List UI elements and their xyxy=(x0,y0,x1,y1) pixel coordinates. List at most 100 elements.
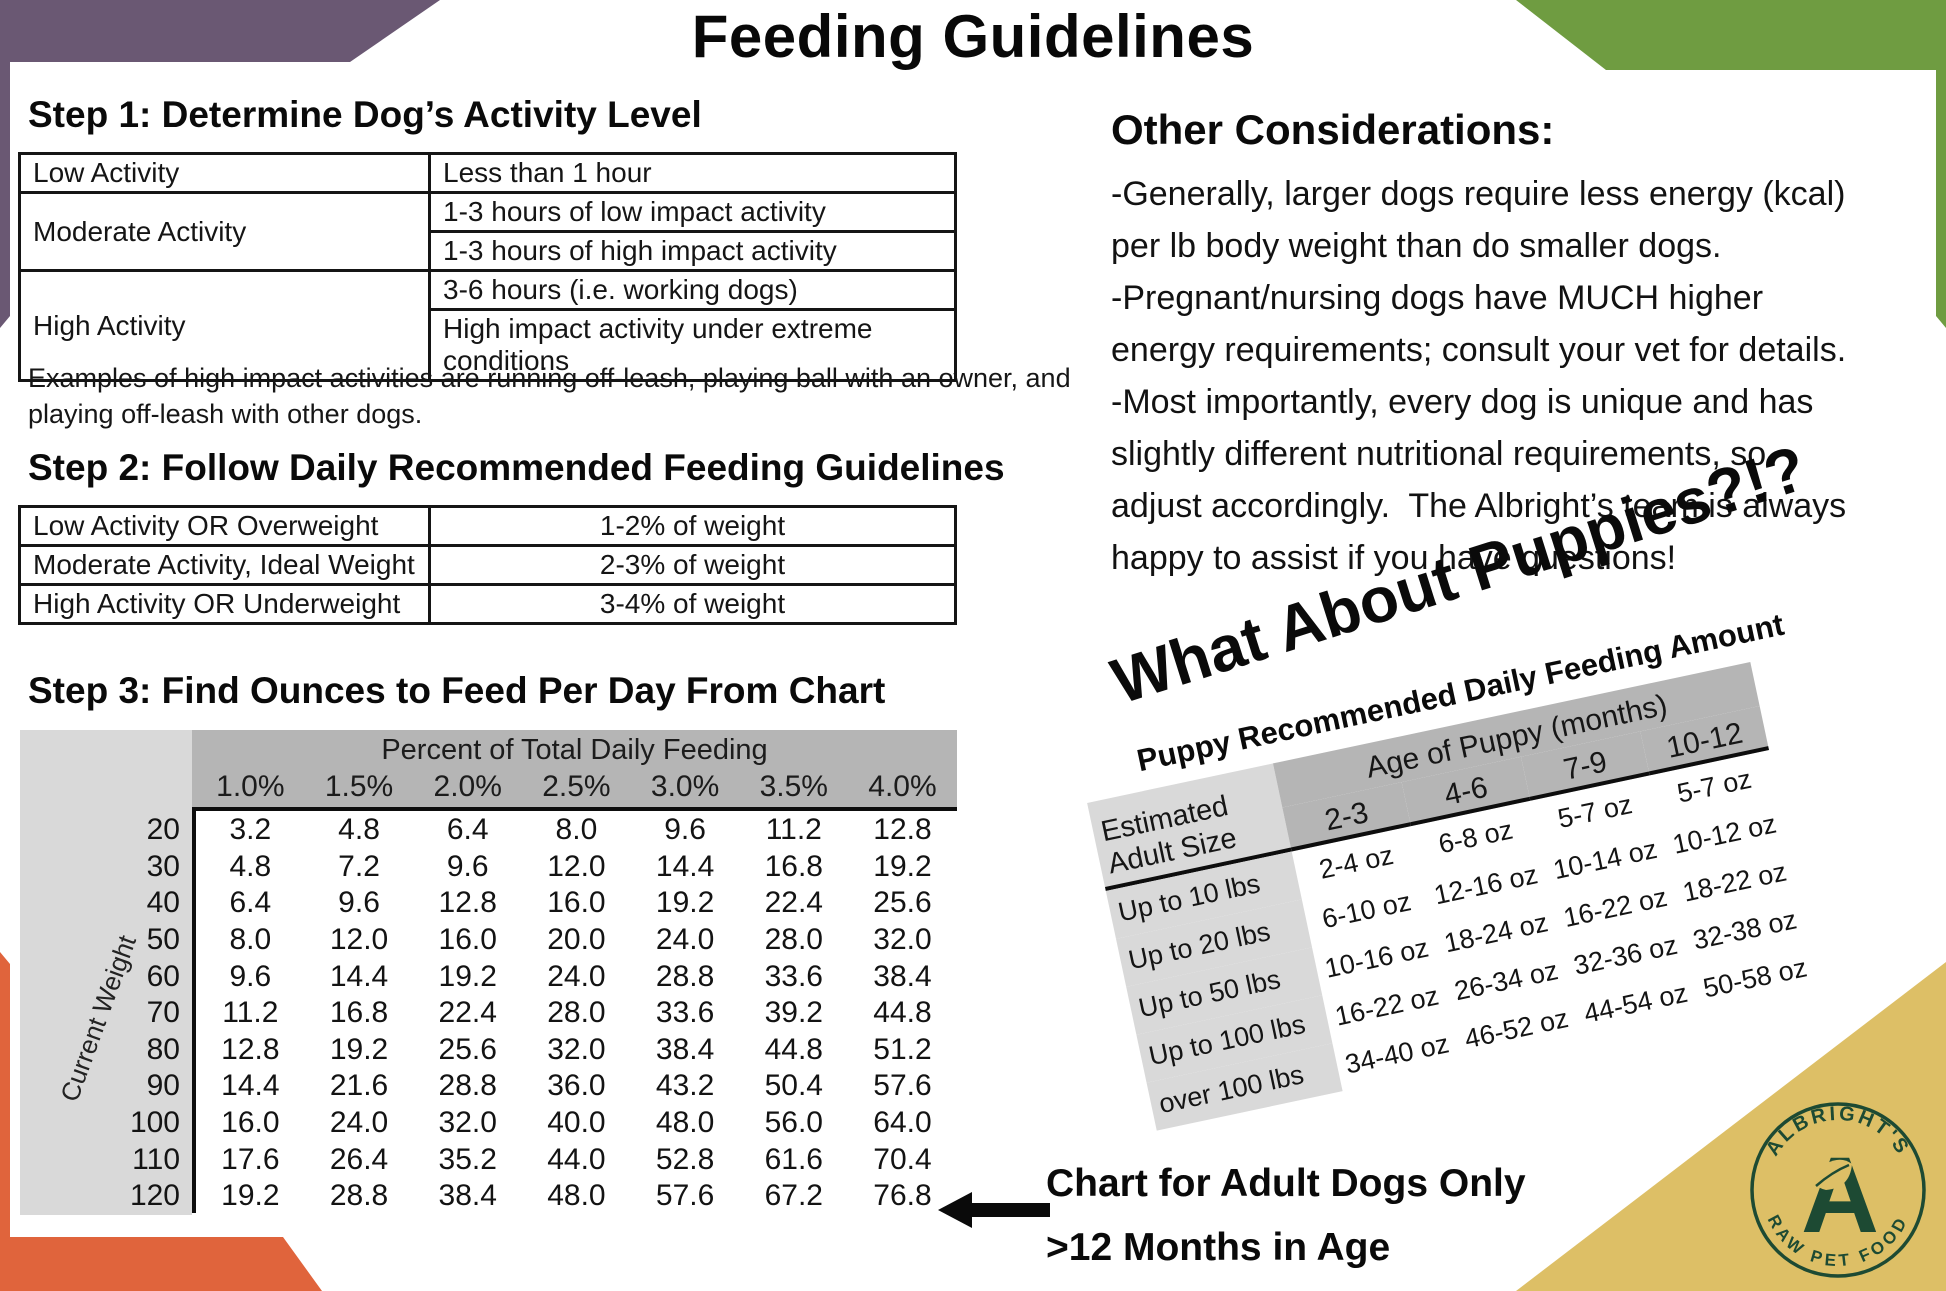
step1-activity-detail: 1-3 hours of low impact activity xyxy=(428,191,957,233)
other-considerations-line: per lb body weight than do smaller dogs. xyxy=(1111,227,1722,265)
step3-weight-value: 120 xyxy=(129,1179,180,1213)
step3-ounces-value: 56.0 xyxy=(764,1106,823,1140)
step1-activity-level: Low Activity xyxy=(18,152,431,194)
step3-ounces-value: 19.2 xyxy=(655,886,715,920)
step3-weight-value: 70 xyxy=(146,996,180,1030)
step2-condition: Moderate Activity, Ideal Weight xyxy=(18,544,431,586)
step3-ounces-value: 44.8 xyxy=(873,996,932,1030)
other-considerations-line: adjust accordingly. The Albright’s team … xyxy=(1111,487,1847,525)
step3-ounces-value: 4.8 xyxy=(338,813,380,847)
step3-weight-row: 70 11.2 16.8 22.4 28.0 33.6 39.2 44.8 xyxy=(20,995,957,1032)
step1-heading: Step 1: Determine Dog’s Activity Level xyxy=(28,94,702,135)
step3-weight-row: 60 9.6 14.4 19.2 24.0 28.8 33.6 38.4 xyxy=(20,958,957,995)
step3-percent-label: 1.0% xyxy=(216,770,285,803)
step2-amount: 1-2% of weight xyxy=(428,505,957,547)
step3-ounces-value: 67.2 xyxy=(764,1179,823,1213)
step3-weight-row: 50 8.0 12.0 16.0 20.0 24.0 28.0 32.0 xyxy=(20,922,957,959)
step3-ounces-value: 26.4 xyxy=(329,1142,389,1176)
step2-row: High Activity OR Underweight 3-4% of weig… xyxy=(18,583,957,625)
step2-row: Low Activity OR Overweight 1-2% of weight xyxy=(18,505,957,547)
logo-monogram-a: A xyxy=(1801,1134,1879,1255)
step3-ounces-value: 17.6 xyxy=(221,1142,280,1176)
step3-ounces-value: 25.6 xyxy=(873,886,932,920)
step3-ounces-value: 28.0 xyxy=(547,996,606,1030)
step3-ounces-value: 44.0 xyxy=(547,1142,606,1176)
step2-amount: 3-4% of weight xyxy=(428,583,957,625)
step3-ounces-value: 51.2 xyxy=(873,1032,932,1066)
step3-ounces-value: 12.8 xyxy=(438,886,497,920)
step3-weight-row: 110 17.6 26.4 35.2 44.0 52.8 61.6 70.4 xyxy=(20,1141,957,1178)
step3-ounces-value: 9.6 xyxy=(446,849,489,883)
step3-percent-header-row: 1.0% 1.5% 2.0% 2.5% 3.0% 3.5% 4.0% xyxy=(196,770,957,804)
other-considerations-line: happy to assist if you have questions! xyxy=(1111,539,1677,577)
other-considerations-line: -Most importantly, every dog is unique a… xyxy=(1111,383,1814,421)
step3-ounces-value: 57.6 xyxy=(873,1069,932,1103)
step1-activity-detail: 1-3 hours of high impact activity xyxy=(428,230,957,272)
step3-weight-row: 20 3.2 4.8 6.4 8.0 9.6 11.2 12.8 xyxy=(20,812,957,849)
step1-row: High impact activity under extreme condi… xyxy=(20,308,957,382)
step3-ounces-value: 16.0 xyxy=(547,886,606,920)
footnote-line: playing off-leash with other dogs. xyxy=(28,399,423,429)
step3-ounces-value: 6.4 xyxy=(446,813,489,847)
step1-activity-detail: Less than 1 hour xyxy=(428,152,957,194)
step3-ounces-value: 24.0 xyxy=(655,923,715,957)
step3-percent-label: 3.0% xyxy=(650,770,720,803)
step3-weight-row: 40 6.4 9.6 12.8 16.0 19.2 22.4 25.6 xyxy=(20,885,957,922)
step3-weight-value: 20 xyxy=(146,813,180,847)
step3-ounces-value: 8.0 xyxy=(555,813,598,847)
step3-ounces-value: 32.0 xyxy=(547,1032,606,1066)
step3-ounces-value: 52.8 xyxy=(655,1142,715,1176)
corner-purple-shape xyxy=(0,0,440,328)
step3-ounces-value: 12.8 xyxy=(221,1032,280,1066)
step3-ounces-value: 25.6 xyxy=(438,1032,497,1066)
step1-footnote: Examples of high impact activities are r… xyxy=(28,360,1071,432)
step2-feeding-table: Low Activity OR Overweight 1-2% of weight… xyxy=(18,505,957,625)
step3-ounces-value: 38.4 xyxy=(438,1179,497,1213)
step3-ounces-value: 22.4 xyxy=(764,886,823,920)
step3-ounces-value: 28.8 xyxy=(329,1179,389,1213)
step3-weight-column-background xyxy=(20,730,192,1215)
other-considerations-heading: Other Considerations: xyxy=(1111,106,1555,153)
step3-weight-value: 80 xyxy=(146,1032,180,1066)
step3-weight-value: 50 xyxy=(146,923,180,957)
adult-note-line2: >12 Months in Age xyxy=(1046,1226,1391,1269)
step1-row: Moderate Activity 1-3 hours of low impact… xyxy=(18,191,957,272)
step3-ounces-value: 21.6 xyxy=(329,1069,389,1103)
step1-row: Low Activity Less than 1 hour xyxy=(18,152,957,194)
step3-heading: Step 3: Find Ounces to Feed Per Day From… xyxy=(28,670,886,711)
step3-data-rows: 20 3.2 4.8 6.4 8.0 9.6 11.2 12.8 30 4.8 7.2 9.6 12.0… xyxy=(20,812,957,1215)
step3-weight-row: 80 12.8 19.2 25.6 32.0 38.4 44.8 51.2 xyxy=(20,1032,957,1069)
step3-ounces-value: 70.4 xyxy=(873,1142,932,1176)
step3-weight-row: 30 4.8 7.2 9.6 12.0 14.4 16.8 19.2 xyxy=(20,849,957,886)
step3-weight-value: 60 xyxy=(146,959,180,993)
step1-activity-level: Moderate Activity xyxy=(18,191,431,272)
step1-row: High Activity 3-6 hours (i.e. working dog… xyxy=(18,269,957,382)
corner-gold-shape xyxy=(1516,962,1946,1291)
step1-activity-level: High Activity xyxy=(18,269,431,382)
step3-ounces-value: 50.4 xyxy=(764,1069,823,1103)
step3-ounces-value: 76.8 xyxy=(873,1179,932,1213)
step2-condition: Low Activity OR Overweight xyxy=(18,505,431,547)
step1-activity-table: Low Activity Less than 1 hour Moderate Act… xyxy=(18,152,957,382)
step1-activity-detail: 3-6 hours (i.e. working dogs) xyxy=(428,269,957,311)
step3-column-group-label: Percent of Total Daily Feeding xyxy=(381,734,768,766)
footnote-line: Examples of high impact activities are r… xyxy=(28,363,1071,393)
step3-ounces-value: 16.8 xyxy=(764,849,823,883)
step3-header-background xyxy=(192,730,957,810)
corner-green-shape xyxy=(1516,0,1946,328)
step3-percent-label: 2.0% xyxy=(433,770,502,803)
step3-ounces-value: 9.6 xyxy=(664,813,706,847)
step3-ounces-value: 24.0 xyxy=(329,1106,389,1140)
other-considerations-line: energy requirements; consult your vet fo… xyxy=(1111,331,1847,369)
step3-ounces-value: 28.8 xyxy=(438,1069,497,1103)
step3-ounces-value: 20.0 xyxy=(547,923,606,957)
step3-ounces-value: 16.0 xyxy=(221,1106,280,1140)
step3-ounces-value: 48.0 xyxy=(547,1179,606,1213)
step3-ounces-value: 35.2 xyxy=(438,1142,497,1176)
step1-activity-detail: High impact activity under extreme condi… xyxy=(428,308,957,382)
step3-ounces-value: 61.6 xyxy=(764,1142,823,1176)
step3-ounces-value: 33.6 xyxy=(655,996,715,1030)
step3-percent-label: 4.0% xyxy=(868,770,937,803)
